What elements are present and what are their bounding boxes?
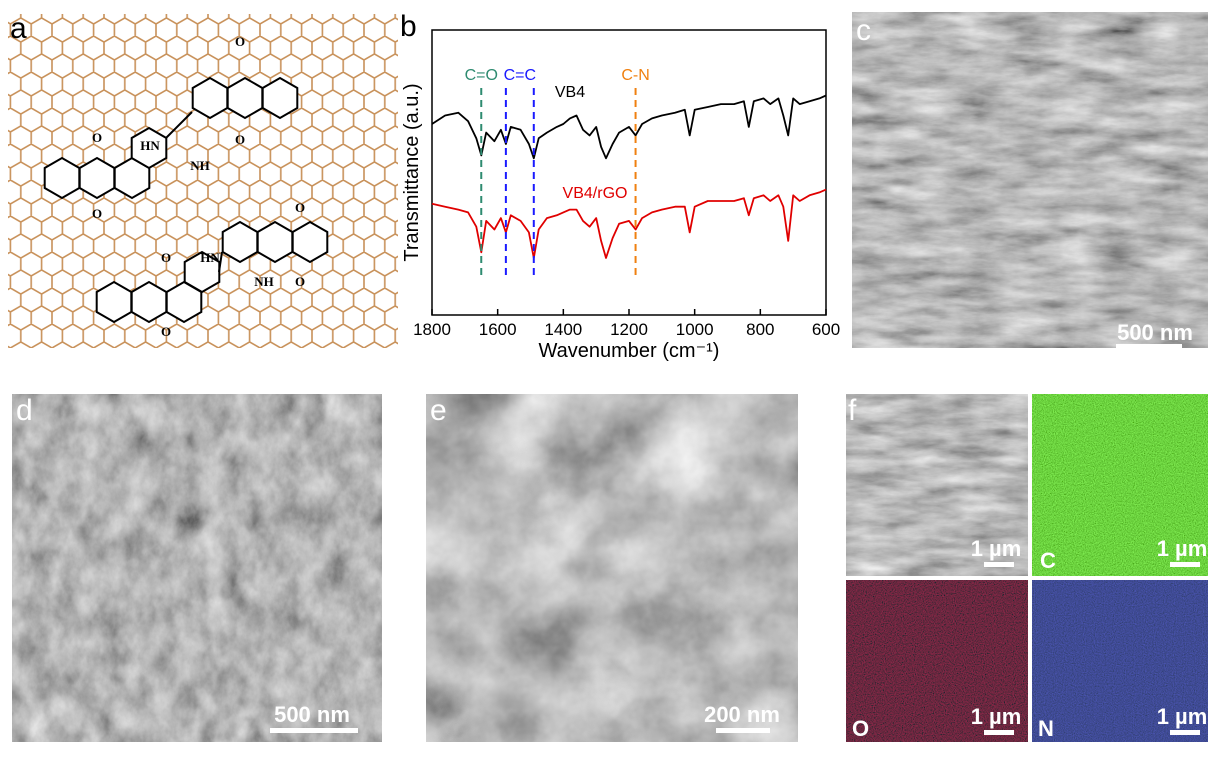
atom-label: NH <box>190 158 210 173</box>
marker-label: C=O <box>465 67 498 84</box>
element-label: O <box>852 716 869 741</box>
ring <box>43 156 81 200</box>
ring <box>183 250 221 294</box>
x-tick-label: 1600 <box>479 320 517 339</box>
panel-label: d <box>16 394 33 427</box>
x-tick-label: 600 <box>812 320 840 339</box>
atom-label: NH <box>254 274 274 289</box>
atom-label: O <box>235 34 245 49</box>
atom-label: O <box>161 324 171 339</box>
panel-label: e <box>430 394 447 427</box>
sem-image <box>12 394 382 742</box>
nitrogen-map <box>1032 580 1208 742</box>
panel-label: b <box>400 10 417 43</box>
scale-bar-label: 500 nm <box>1117 320 1193 345</box>
ring <box>221 220 259 264</box>
series-line <box>431 94 827 160</box>
panel-label: c <box>856 14 871 47</box>
scale-bar-label: 500 nm <box>274 702 350 727</box>
atom-label: O <box>161 250 171 265</box>
scale-bar-label: 1 µm <box>971 536 1022 561</box>
x-tick-label: 800 <box>746 320 774 339</box>
series-line <box>431 188 827 259</box>
scale-bar-label: 200 nm <box>704 702 780 727</box>
x-tick-label: 1800 <box>413 320 451 339</box>
x-tick-label: 1200 <box>610 320 648 339</box>
atom-label: O <box>92 130 102 145</box>
sem-image <box>846 394 1028 576</box>
x-tick-label: 1000 <box>676 320 714 339</box>
scale-bar <box>1170 562 1200 567</box>
carbon-map <box>1032 394 1208 576</box>
scale-bar <box>716 728 770 733</box>
ring <box>291 220 329 264</box>
ftir-chart: 1800 1600 1400 1200 1000 800 600 Wavenumber (cm… <box>401 29 840 362</box>
x-axis-label: Wavenumber (cm⁻¹) <box>539 340 720 362</box>
tem-image <box>426 394 798 742</box>
x-tick-label: 1400 <box>544 320 582 339</box>
scale-bar-label: 1 µm <box>1157 704 1208 729</box>
scale-bar <box>1170 730 1200 735</box>
element-label: N <box>1038 716 1054 741</box>
atom-label: HN <box>140 138 160 153</box>
marker-label: C-N <box>621 67 649 84</box>
series-label: VB4 <box>555 84 585 101</box>
oxygen-map <box>846 580 1028 742</box>
scale-bar <box>984 730 1014 735</box>
ring <box>191 76 229 120</box>
ring <box>78 156 116 200</box>
atom-label: O <box>92 206 102 221</box>
ring <box>261 76 299 120</box>
atom-label: O <box>295 274 305 289</box>
sem-image <box>852 12 1208 348</box>
scale-bar-label: 1 µm <box>971 704 1022 729</box>
ring <box>95 280 133 324</box>
element-label: C <box>1040 548 1056 573</box>
panel-label: f <box>848 394 857 427</box>
ring <box>256 220 294 264</box>
scale-bar-label: 1 µm <box>1157 536 1208 561</box>
scale-bar <box>1116 344 1182 348</box>
panel-label: a <box>10 12 27 45</box>
scale-bar <box>270 728 358 733</box>
ring <box>130 280 168 324</box>
atom-label: O <box>235 132 245 147</box>
ring <box>226 76 264 120</box>
series-label: VB4/rGO <box>563 185 628 202</box>
bond <box>165 111 223 273</box>
molecule: O HN NH O O O O HN NH O O O <box>43 34 329 339</box>
y-axis-label: Transmittance (a.u.) <box>401 83 423 261</box>
marker-label: C=C <box>504 67 536 84</box>
atom-label: O <box>295 200 305 215</box>
scale-bar <box>984 562 1014 567</box>
atom-label: HN <box>200 250 220 265</box>
